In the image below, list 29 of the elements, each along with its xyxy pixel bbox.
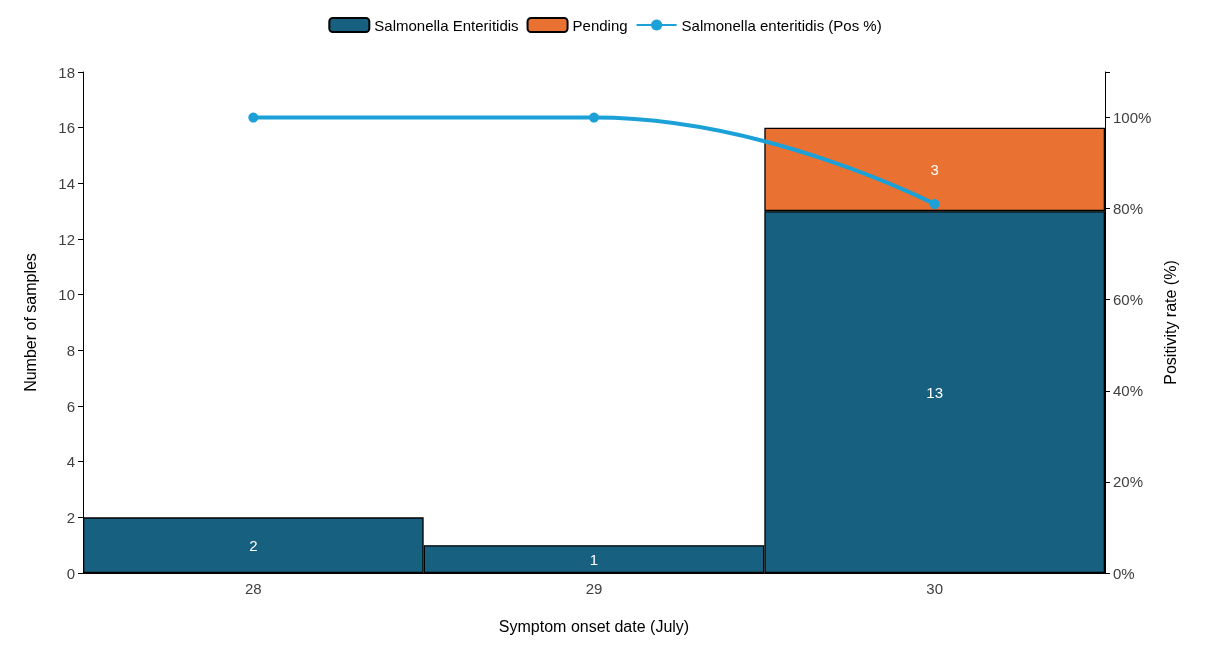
y2-tick-label: 0% [1113,564,1135,582]
y2-tick-label: 20% [1113,473,1144,491]
y-tick-label: 16 [58,119,75,137]
x-tick-label: 28 [244,580,262,597]
y-tick-label: 12 [58,230,75,248]
x-tick-label: 30 [926,580,944,597]
legend-label: Salmonella Enteritidis [374,16,519,34]
y-tick-label: 10 [58,286,75,304]
y-tick-label: 2 [66,508,75,526]
y-tick-label: 6 [66,397,75,415]
data-label: 2 [249,536,258,554]
y2-axis-title: Positivity rate (%) [1161,260,1179,385]
data-label: 13 [926,383,944,401]
y-tick-label: 18 [58,63,75,81]
y-tick-label: 14 [58,174,75,192]
data-label: 3 [930,160,939,178]
y-axis-title: Number of samples [21,253,39,392]
y-tick-label: 8 [66,341,75,359]
y2-tick-label: 40% [1113,382,1144,400]
legend-label: Pending [572,16,628,34]
x-axis-title: Symptom onset date (July) [498,617,690,635]
y2-tick-label: 60% [1113,291,1144,309]
y2-tick-label: 100% [1113,109,1152,127]
x-tick-label: 29 [585,580,603,597]
legend-label: Salmonella enteritidis (Pos %) [681,16,882,34]
data-label: 1 [589,550,599,568]
y-tick-label: 4 [66,453,75,471]
y2-tick-label: 80% [1113,200,1144,218]
y-tick-label: 0 [66,564,75,582]
